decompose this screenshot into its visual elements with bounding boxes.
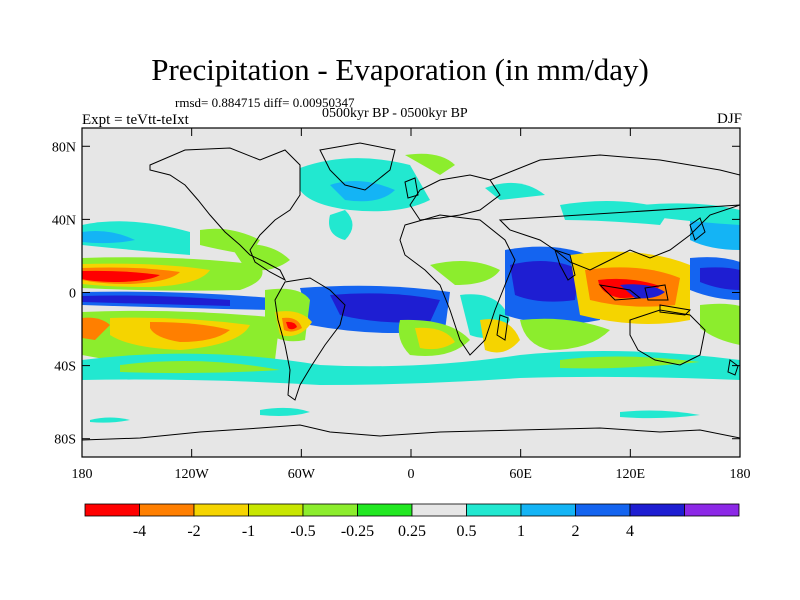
colorbar-swatch bbox=[302, 503, 358, 517]
lon-tick-label: 180 bbox=[72, 467, 93, 482]
colorbar-swatch bbox=[84, 503, 140, 517]
lat-tick-label: 80N bbox=[52, 140, 76, 155]
colorbar-swatch bbox=[357, 503, 413, 517]
colorbar-label: 1 bbox=[517, 523, 525, 540]
colorbar-label: 4 bbox=[626, 523, 634, 540]
contour-bands bbox=[82, 153, 740, 423]
coastlines bbox=[82, 142, 740, 441]
colorbar-label: 0.25 bbox=[398, 523, 426, 540]
lon-tick-label: 0 bbox=[408, 467, 415, 482]
lat-tick-label: 40N bbox=[52, 213, 76, 228]
colorbar-swatch bbox=[411, 503, 467, 517]
colorbar-swatch bbox=[248, 503, 304, 517]
lon-tick-label: 60E bbox=[509, 467, 532, 482]
colorbar-swatch bbox=[575, 503, 631, 517]
experiment-label: Expt = teVtt-teIxt bbox=[82, 112, 189, 128]
colorbar-swatch bbox=[629, 503, 685, 517]
map-area bbox=[82, 128, 740, 457]
lon-tick-label: 120E bbox=[616, 467, 646, 482]
colorbar-label: -0.25 bbox=[341, 523, 374, 540]
lon-tick-label: 60W bbox=[288, 467, 316, 482]
colorbar-label: -1 bbox=[242, 523, 255, 540]
rmsd-diff-stats: rmsd= 0.884715 diff= 0.00950347 bbox=[175, 95, 355, 110]
colorbar-swatch bbox=[684, 503, 740, 517]
colorbar: -4 -2 -1 -0.5 -0.25 0.25 0.5 1 2 4 bbox=[84, 503, 740, 540]
lon-tick-label: 180 bbox=[730, 467, 751, 482]
axis-ticks: 80N 40N 0 40S 80S 180 120W 60W 0 60E 120E 180 bbox=[52, 128, 751, 482]
colorbar-swatch bbox=[139, 503, 195, 517]
colorbar-label: 0.5 bbox=[457, 523, 477, 540]
colorbar-label: -2 bbox=[187, 523, 200, 540]
plot-title: Precipitation - Evaporation (in mm/day) bbox=[151, 52, 649, 87]
colorbar-swatch bbox=[193, 503, 249, 517]
colorbar-swatch bbox=[466, 503, 522, 517]
colorbar-label: 2 bbox=[572, 523, 580, 540]
colorbar-label: -0.5 bbox=[290, 523, 315, 540]
lon-tick-label: 120W bbox=[175, 467, 210, 482]
period-label: 0500kyr BP - 0500kyr BP bbox=[322, 106, 468, 121]
lat-tick-label: 40S bbox=[54, 360, 76, 375]
colorbar-swatch bbox=[520, 503, 576, 517]
colorbar-label: -4 bbox=[133, 523, 146, 540]
lat-tick-label: 80S bbox=[54, 433, 76, 448]
lat-tick-label: 0 bbox=[69, 287, 76, 302]
season-label: DJF bbox=[716, 111, 742, 127]
